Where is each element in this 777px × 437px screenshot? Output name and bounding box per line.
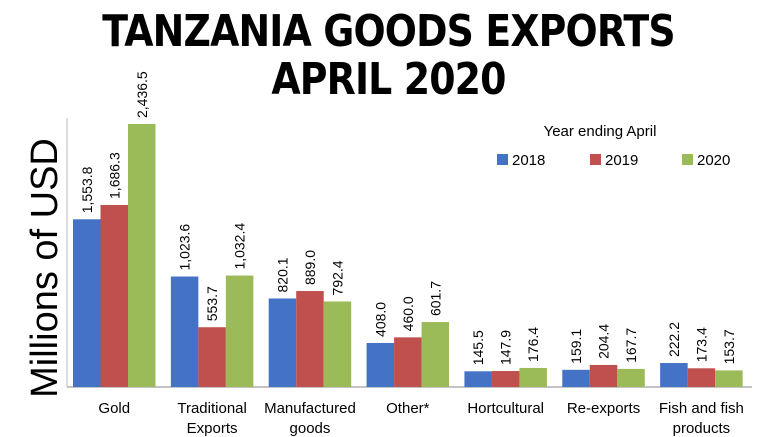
legend-label-2018: 2018 bbox=[512, 152, 545, 169]
category-label-1: Traditional Exports bbox=[177, 400, 246, 437]
data-label-2020-3: 601.7 bbox=[427, 281, 443, 316]
data-label-2020-5: 167.7 bbox=[623, 328, 639, 363]
data-label-2019-5: 204.4 bbox=[596, 324, 612, 359]
bar-2019-4 bbox=[491, 371, 520, 387]
bar-2019-1 bbox=[198, 327, 226, 387]
bar-2018-5 bbox=[562, 369, 590, 387]
chart-title-line2: APRIL 2020 bbox=[271, 54, 506, 105]
data-label-2019-2: 889.0 bbox=[302, 250, 318, 285]
data-label-2019-6: 173.4 bbox=[693, 327, 709, 362]
legend-swatch-2020 bbox=[682, 154, 693, 165]
data-label-2020-6: 153.7 bbox=[721, 329, 737, 364]
bar-2020-2 bbox=[323, 301, 352, 387]
bar-2020-0 bbox=[128, 124, 156, 387]
data-label-2020-2: 792.4 bbox=[329, 260, 345, 295]
data-label-2019-0: 1,686.3 bbox=[106, 152, 122, 199]
data-label-2018-6: 222.2 bbox=[666, 322, 682, 357]
data-label-2018-4: 145.5 bbox=[470, 330, 486, 365]
data-label-2019-3: 460.0 bbox=[400, 296, 416, 331]
bar-2020-4 bbox=[519, 367, 547, 387]
legend-label-2019: 2019 bbox=[605, 152, 638, 169]
chart-title-line1: TANZANIA GOODS EXPORTS bbox=[102, 6, 675, 57]
bar-2019-5 bbox=[589, 364, 618, 387]
bar-2018-2 bbox=[268, 298, 297, 387]
bar-2018-1 bbox=[170, 276, 199, 387]
bar-2019-0 bbox=[100, 204, 128, 387]
data-label-2020-0: 2,436.5 bbox=[134, 71, 150, 118]
data-label-2018-3: 408.0 bbox=[372, 302, 388, 337]
category-label-5: Re-exports bbox=[567, 400, 640, 417]
bar-2018-4 bbox=[464, 371, 492, 387]
bar-2020-5 bbox=[617, 368, 645, 387]
data-label-2018-2: 820.1 bbox=[274, 257, 290, 292]
bar-2020-1 bbox=[225, 275, 254, 387]
category-label-0: Gold bbox=[98, 400, 130, 417]
data-label-2018-1: 1,023.6 bbox=[177, 224, 193, 271]
bar-2018-3 bbox=[366, 342, 395, 387]
legend-swatch-2019 bbox=[590, 154, 601, 165]
data-label-2018-0: 1,553.8 bbox=[79, 166, 95, 213]
legend-label-2020: 2020 bbox=[697, 152, 730, 169]
data-label-2020-4: 176.4 bbox=[525, 327, 541, 362]
data-label-2020-1: 1,032.4 bbox=[232, 223, 248, 270]
data-label-2019-4: 147.9 bbox=[498, 330, 514, 365]
y-axis-label: Millions of USD bbox=[24, 138, 66, 398]
bar-2019-3 bbox=[394, 337, 422, 387]
bar-2020-6 bbox=[715, 370, 743, 387]
bar-2018-0 bbox=[73, 219, 101, 387]
category-label-4: Hortcultural bbox=[467, 400, 544, 417]
legend-swatch-2018 bbox=[497, 154, 508, 165]
legend-title: Year ending April bbox=[544, 123, 657, 140]
category-label-3: Other* bbox=[386, 400, 430, 417]
data-label-2018-5: 159.1 bbox=[568, 329, 584, 364]
category-label-6: Fish and fish products bbox=[659, 400, 744, 437]
category-label-2: Manufactured goods bbox=[264, 400, 356, 437]
bar-2018-6 bbox=[660, 363, 688, 387]
bar-2020-3 bbox=[421, 322, 450, 387]
bar-2019-6 bbox=[687, 368, 716, 387]
bar-2019-2 bbox=[296, 291, 324, 387]
data-label-2019-1: 553.7 bbox=[204, 286, 220, 321]
